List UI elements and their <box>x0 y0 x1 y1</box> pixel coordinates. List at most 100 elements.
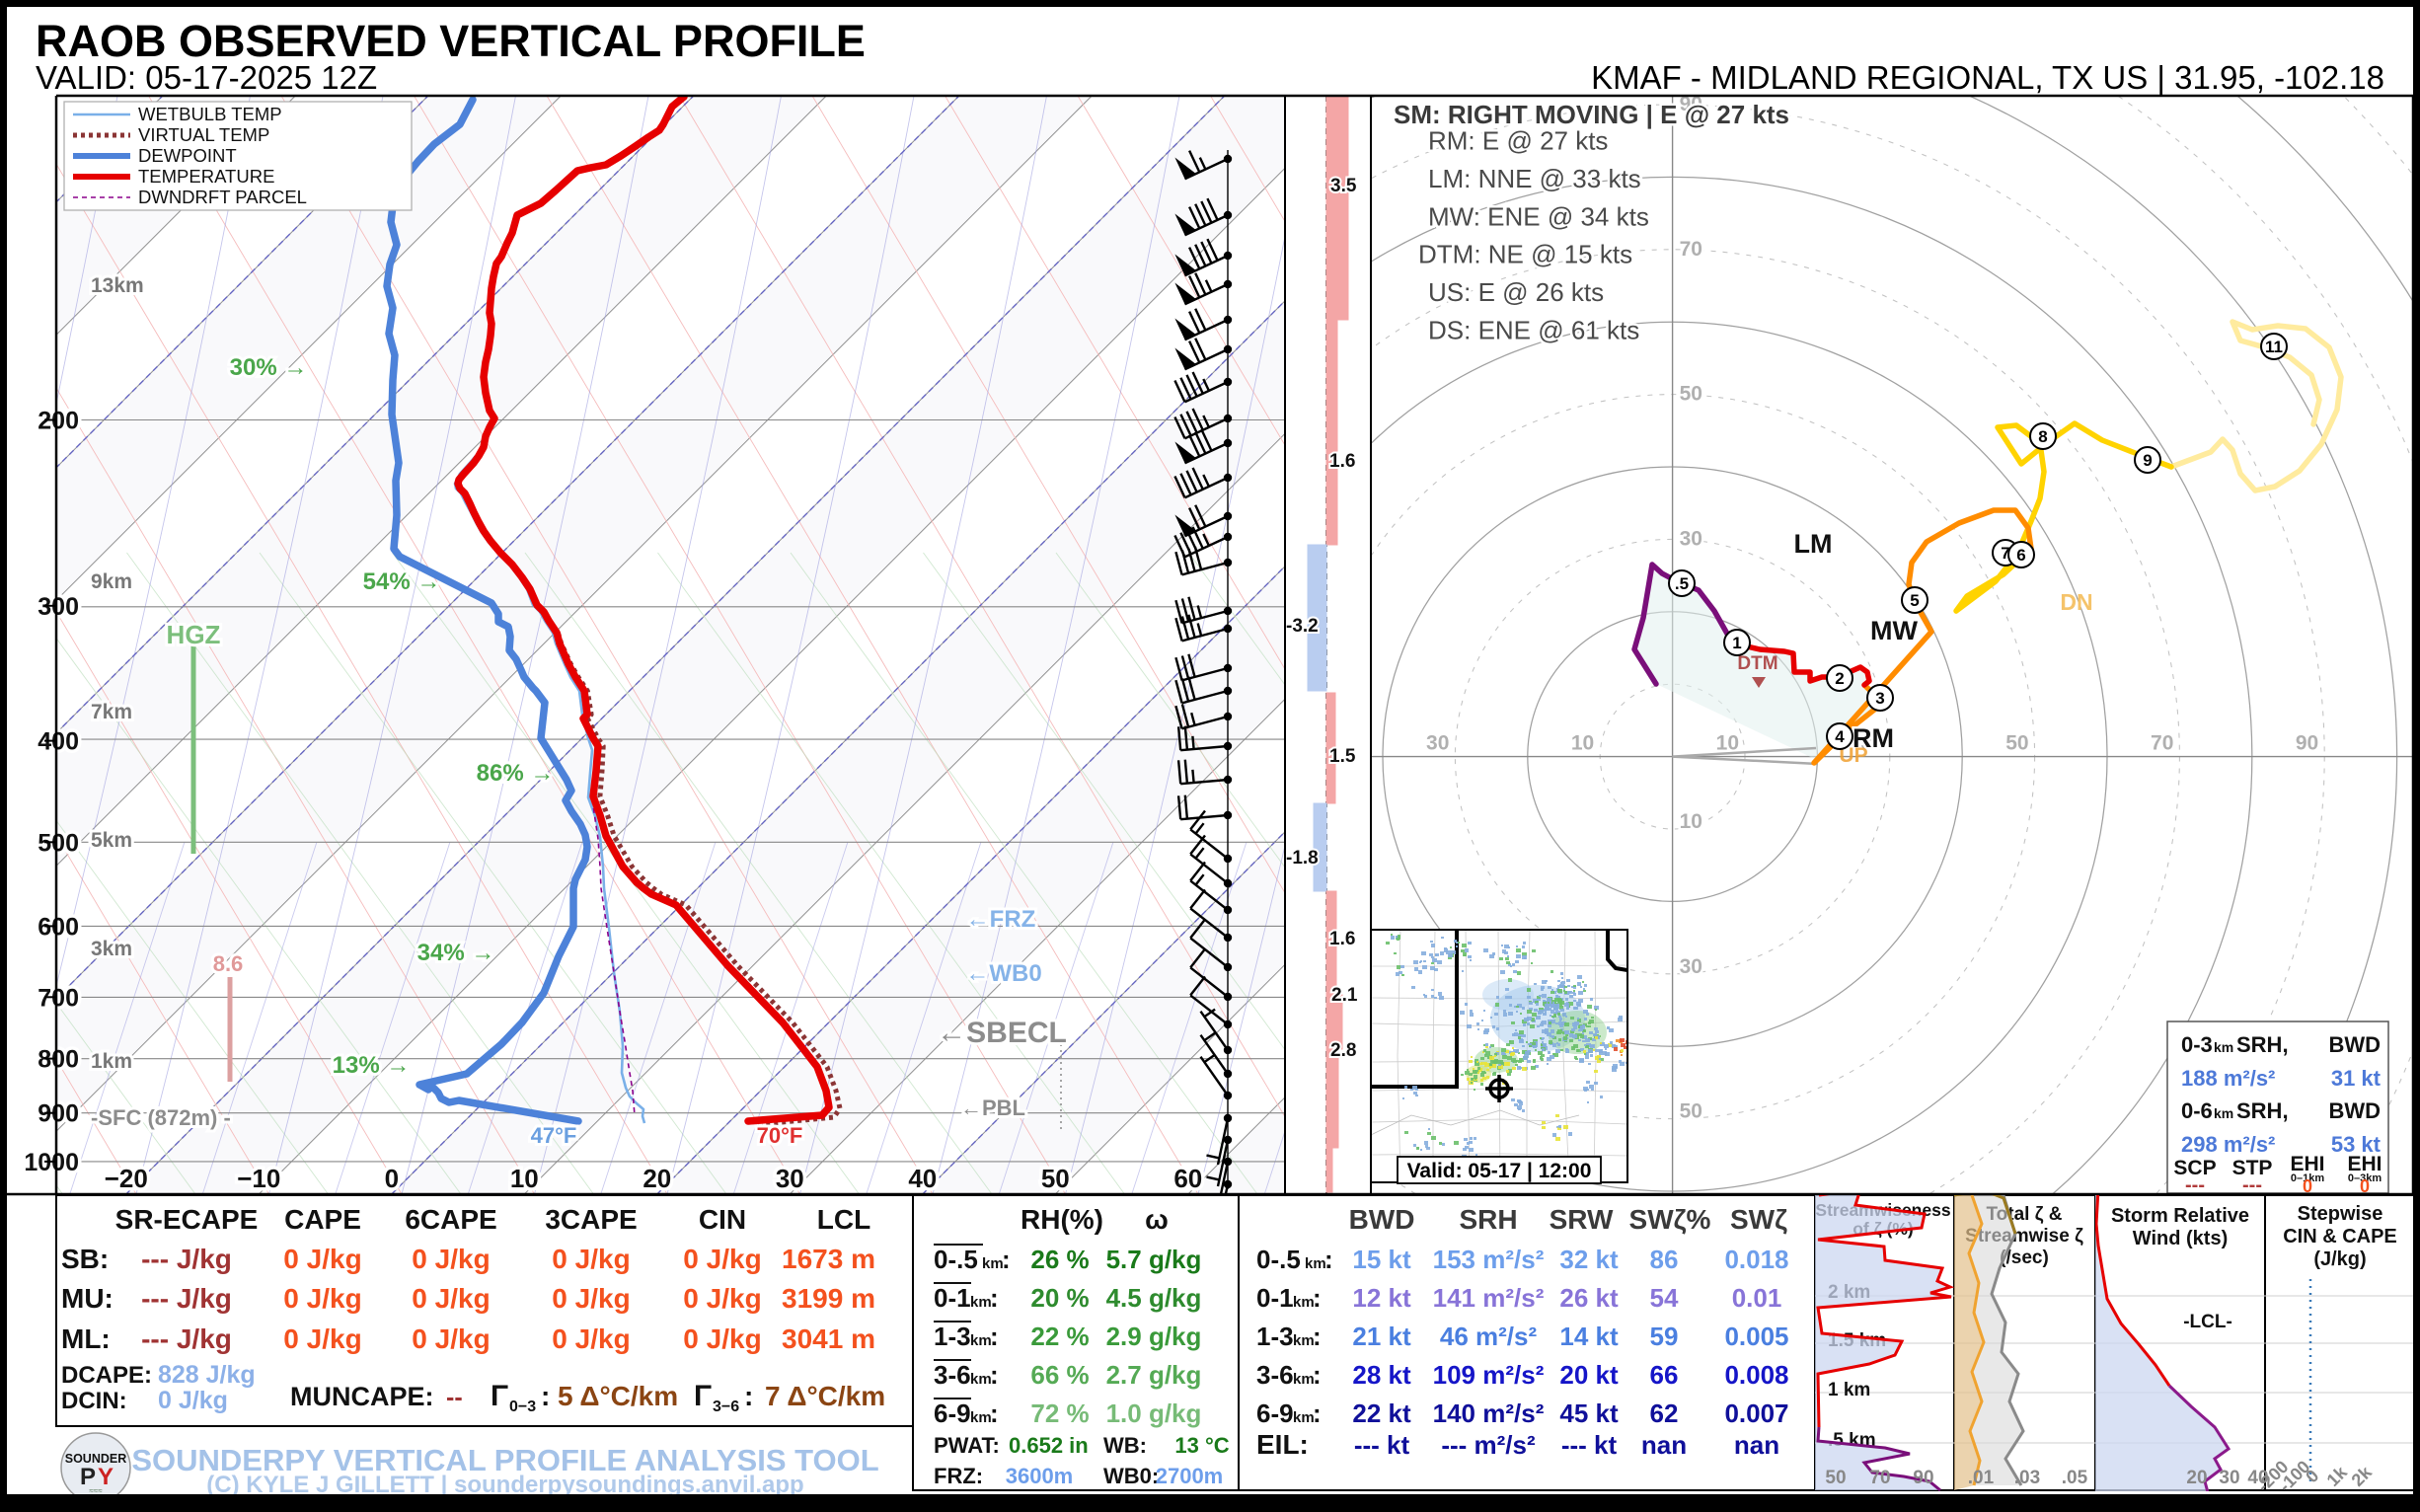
svg-text:TEMPERATURE: TEMPERATURE <box>138 166 274 187</box>
svg-text:10: 10 <box>1680 810 1702 833</box>
svg-text:34% →: 34% → <box>417 940 495 966</box>
svg-text:50: 50 <box>1041 1164 1070 1193</box>
svg-text:3600m: 3600m <box>1006 1464 1074 1488</box>
svg-text:3CAPE: 3CAPE <box>545 1204 637 1235</box>
svg-text:13% →: 13% → <box>333 1052 411 1079</box>
svg-text:MW: ENE @ 34 kts: MW: ENE @ 34 kts <box>1428 201 1649 231</box>
svg-text:21 kt: 21 kt <box>1352 1322 1411 1351</box>
svg-text:1: 1 <box>1732 634 1741 652</box>
svg-text:4: 4 <box>1835 727 1845 746</box>
svg-text:.01: .01 <box>1968 1468 1995 1488</box>
svg-text:km: km <box>2214 1105 2233 1121</box>
svg-text:WB:: WB: <box>1103 1433 1147 1458</box>
svg-text:--- m²/s²: --- m²/s² <box>1441 1430 1536 1460</box>
svg-text:SOUNDER: SOUNDER <box>65 1452 127 1466</box>
svg-text:10: 10 <box>1716 732 1739 755</box>
svg-text:SM: RIGHT MOVING | E @ 27 kts: SM: RIGHT MOVING | E @ 27 kts <box>1394 100 1789 129</box>
svg-text:←PBL: ←PBL <box>960 1096 1025 1120</box>
svg-text:50: 50 <box>1825 1468 1846 1488</box>
svg-text:0 J/kg: 0 J/kg <box>283 1323 361 1354</box>
svg-text:153 m²/s²: 153 m²/s² <box>1433 1245 1545 1274</box>
svg-text:62: 62 <box>1650 1399 1679 1428</box>
svg-text:Γ: Γ <box>491 1380 508 1412</box>
svg-text:60: 60 <box>1173 1164 1202 1193</box>
svg-text:6: 6 <box>2016 546 2025 565</box>
svg-text:DN: DN <box>2060 589 2092 615</box>
svg-text:70: 70 <box>2151 732 2173 755</box>
svg-text:MU:: MU: <box>61 1283 113 1314</box>
svg-text:7: 7 <box>2001 544 2009 563</box>
svg-text:2: 2 <box>1835 669 1844 688</box>
svg-text:600: 600 <box>38 913 79 941</box>
svg-text:km: km <box>1305 1255 1326 1272</box>
svg-text:3-6: 3-6 <box>934 1360 971 1390</box>
svg-text::: : <box>990 1360 999 1390</box>
svg-text:km: km <box>982 1255 1004 1272</box>
svg-text:40: 40 <box>908 1164 937 1193</box>
svg-text:US: E @ 26 kts: US: E @ 26 kts <box>1428 277 1604 307</box>
svg-text:ML:: ML: <box>61 1323 111 1354</box>
svg-text:KMAF - MIDLAND REGIONAL, TX US: KMAF - MIDLAND REGIONAL, TX US | 31.95, … <box>1591 59 2384 96</box>
svg-text:(/sec): (/sec) <box>2000 1247 2049 1268</box>
svg-text:0−3: 0−3 <box>509 1399 536 1415</box>
svg-text:1km: 1km <box>91 1050 132 1073</box>
svg-text:---: --- <box>2185 1174 2205 1196</box>
svg-text:UP: UP <box>1839 744 1867 767</box>
svg-text:.03: .03 <box>2014 1468 2040 1488</box>
svg-text:SRW: SRW <box>1550 1204 1614 1235</box>
svg-text:109 m²/s²: 109 m²/s² <box>1433 1360 1545 1390</box>
svg-text:0: 0 <box>385 1164 399 1193</box>
svg-text:1 km: 1 km <box>1828 1380 1870 1400</box>
svg-text:22 %: 22 % <box>1030 1322 1089 1351</box>
svg-text:0 J/kg: 0 J/kg <box>412 1244 490 1274</box>
svg-text:0-6: 0-6 <box>2181 1098 2213 1123</box>
svg-text:.05: .05 <box>2062 1468 2088 1488</box>
svg-text:LM: LM <box>1794 529 1833 559</box>
svg-text:P: P <box>80 1464 96 1490</box>
svg-text:0 J/kg: 0 J/kg <box>683 1323 761 1354</box>
svg-text:STP: STP <box>2232 1157 2273 1179</box>
svg-text::: : <box>1313 1360 1322 1390</box>
svg-text:1.5: 1.5 <box>1329 746 1356 767</box>
svg-text:3041 m: 3041 m <box>782 1323 875 1354</box>
svg-text:32 kt: 32 kt <box>1559 1245 1619 1274</box>
svg-text:5km: 5km <box>91 829 132 852</box>
svg-text:RM: RM <box>1853 723 1894 753</box>
svg-text:km: km <box>2214 1039 2233 1055</box>
svg-text:31 kt: 31 kt <box>2331 1066 2382 1091</box>
svg-text:90: 90 <box>1913 1468 1933 1488</box>
svg-text:DS: ENE @ 61 kts: DS: ENE @ 61 kts <box>1428 316 1639 345</box>
svg-text::: : <box>1313 1399 1322 1428</box>
svg-text:HGZ: HGZ <box>167 620 221 649</box>
svg-text:EHI: EHI <box>2290 1153 2324 1175</box>
svg-text:DCAPE:: DCAPE: <box>61 1362 152 1389</box>
svg-text:VALID: 05-17-2025 12Z: VALID: 05-17-2025 12Z <box>36 59 377 96</box>
svg-text:30: 30 <box>776 1164 804 1193</box>
svg-text:4.5 g/kg: 4.5 g/kg <box>1106 1283 1202 1313</box>
svg-text:FRZ:: FRZ: <box>934 1464 983 1488</box>
svg-text::: : <box>1324 1245 1333 1274</box>
svg-text:1-3: 1-3 <box>1256 1322 1294 1351</box>
svg-text:6CAPE: 6CAPE <box>405 1204 496 1235</box>
svg-text:DEWPOINT: DEWPOINT <box>138 145 237 166</box>
svg-text:km: km <box>1293 1409 1315 1426</box>
svg-text:10: 10 <box>1571 732 1594 755</box>
svg-text:0-3: 0-3 <box>2181 1032 2213 1057</box>
svg-text:0 J/kg: 0 J/kg <box>552 1283 630 1314</box>
svg-text:RAOB OBSERVED VERTICAL PROFILE: RAOB OBSERVED VERTICAL PROFILE <box>36 16 866 66</box>
svg-text:45 kt: 45 kt <box>1559 1399 1619 1428</box>
svg-text:400: 400 <box>38 728 79 756</box>
svg-text:ω: ω <box>1145 1204 1169 1235</box>
svg-text::: : <box>1002 1245 1011 1274</box>
svg-text:5 Δ°C/km: 5 Δ°C/km <box>558 1381 678 1411</box>
svg-text:8: 8 <box>2038 427 2047 446</box>
svg-text:30% →: 30% → <box>230 354 308 381</box>
svg-text:53 kt: 53 kt <box>2331 1132 2382 1157</box>
svg-text:SRH,: SRH, <box>2236 1098 2289 1123</box>
svg-text:nan: nan <box>1734 1430 1779 1460</box>
svg-text:0–3km: 0–3km <box>2348 1172 2382 1184</box>
svg-text:-LCL-: -LCL- <box>2183 1312 2232 1332</box>
svg-text:0.007: 0.007 <box>1724 1399 1788 1428</box>
svg-text:8.6: 8.6 <box>213 951 244 976</box>
svg-text:−10: −10 <box>237 1164 280 1193</box>
